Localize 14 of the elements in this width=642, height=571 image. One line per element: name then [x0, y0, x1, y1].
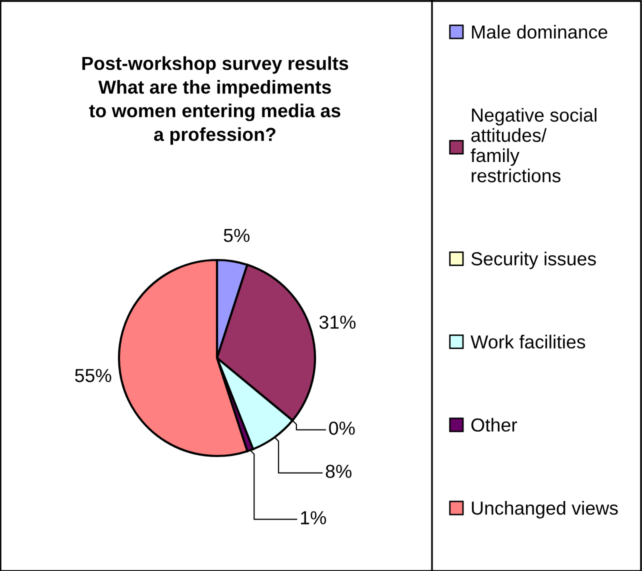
text: 0% [329, 422, 355, 435]
legend-label: Other [471, 418, 518, 432]
data-label: 5% [224, 228, 250, 242]
legend-label: Work facilities [470, 334, 586, 349]
data-label: 55% [75, 369, 112, 382]
data-label: 1% [301, 511, 326, 524]
text: What are the impediments to women entering media as a profession? [89, 80, 340, 145]
data-label: 31% [319, 316, 356, 329]
text: Post-workshop survey results [82, 56, 348, 74]
legend-label: Unchanged views [472, 500, 618, 518]
legend-label: Male dominance [472, 24, 608, 39]
legend-label: Negative social attitudes/ family restrictions [470, 108, 596, 182]
data-label: 8% [326, 464, 352, 478]
legend-label: Security issues [471, 252, 596, 270]
